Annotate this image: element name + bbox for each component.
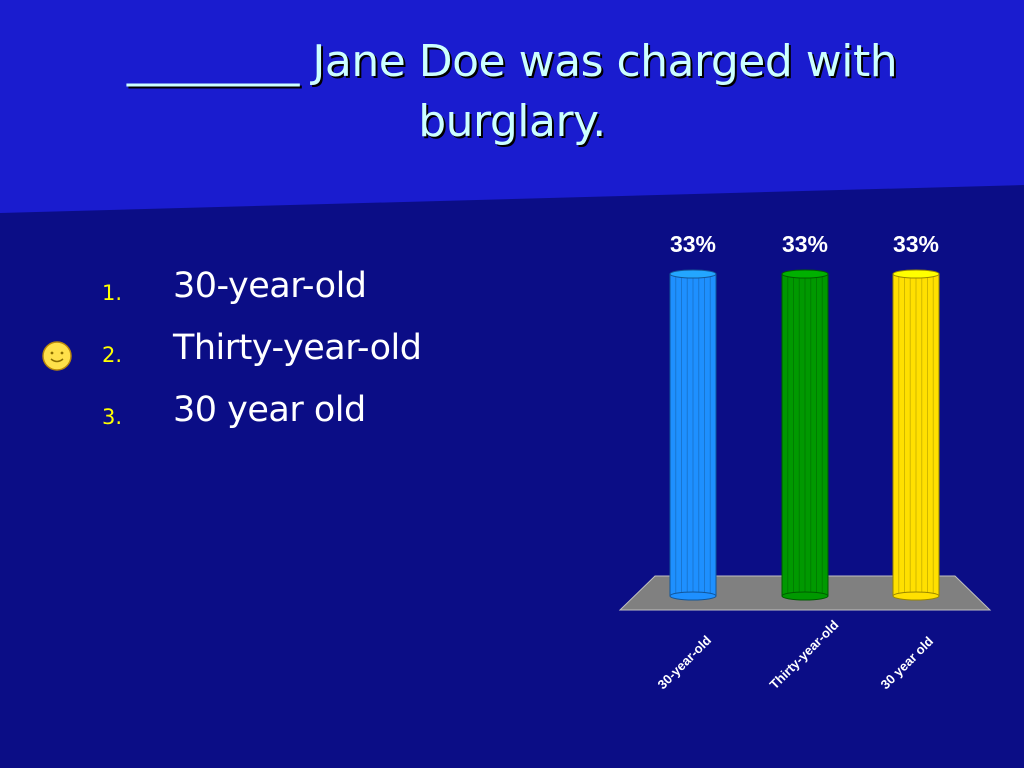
data-label: 33% [893, 231, 939, 257]
answer-label: Thirty-year-old [173, 328, 422, 368]
bar-base [669, 591, 717, 601]
category-label: Thirty-year-old [767, 617, 842, 692]
data-label: 33% [782, 231, 828, 257]
bar-top [669, 269, 717, 279]
results-chart: 33% 30-year-old 33% Thirty-year-old 33% 30 ye… [618, 231, 992, 692]
answer-list: 1. 30-year-old 2. Thirty-year-old 3. 30 … [40, 264, 560, 450]
bar-base [892, 591, 940, 601]
bar-top [892, 269, 940, 279]
answer-label: 30 year old [173, 390, 366, 430]
answer-number: 1. [102, 281, 123, 305]
data-label: 33% [670, 231, 716, 257]
smiley-icon [42, 341, 72, 371]
category-label: 30-year-old [655, 632, 715, 692]
answer-label: 30-year-old [173, 266, 367, 306]
category-label: 30 year old [878, 633, 937, 692]
bar-top [781, 269, 829, 279]
bar-base [781, 591, 829, 601]
answer-item-2[interactable]: 2. Thirty-year-old [40, 326, 560, 388]
slide-title: ________ Jane Doe was charged with burgl… [126, 36, 898, 147]
answer-number: 2. [102, 343, 123, 367]
answer-item-3[interactable]: 3. 30 year old [40, 388, 560, 450]
answer-number: 3. [102, 405, 123, 429]
answer-item-1[interactable]: 1. 30-year-old [40, 264, 560, 326]
